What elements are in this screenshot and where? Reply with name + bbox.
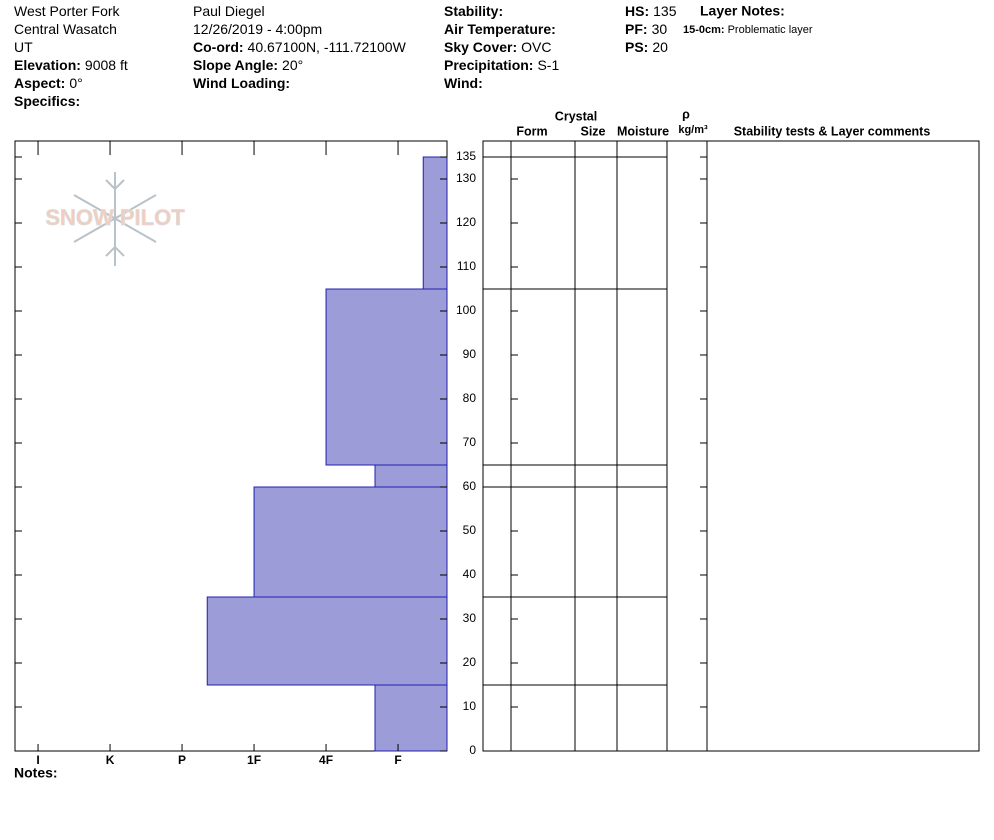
- header-field: Wind Loading:: [193, 75, 290, 91]
- header-field: Central Wasatch: [14, 21, 117, 37]
- field-value: 9008 ft: [85, 57, 128, 73]
- field-value: 135: [653, 3, 677, 19]
- x-tick-label: 4F: [319, 753, 333, 767]
- hardness-bar: [206, 596, 448, 686]
- col-header: ρ: [682, 107, 690, 121]
- field-label: Wind:: [444, 75, 483, 91]
- field-label: Precipitation:: [444, 57, 533, 73]
- field-label: Air Temperature:: [444, 21, 556, 37]
- header-field: Stability:: [444, 3, 503, 19]
- field-label: Slope Angle:: [193, 57, 278, 73]
- y-tick-label: 70: [463, 435, 477, 449]
- field-value: 40.67100N, -111.72100W: [248, 39, 407, 55]
- y-tick-label: 20: [463, 655, 477, 669]
- layer-notes-title: Layer Notes:: [700, 3, 785, 19]
- header-field: Slope Angle: 20°: [193, 57, 303, 73]
- field-value: S-1: [537, 57, 559, 73]
- x-tick-label: P: [178, 753, 186, 767]
- field-label: Wind Loading:: [193, 75, 290, 91]
- col-header: Size: [580, 124, 605, 138]
- note-range: 15-0cm:: [683, 24, 725, 36]
- y-tick-label: 0: [469, 743, 476, 757]
- header-field: Sky Cover: OVC: [444, 39, 552, 55]
- hardness-bar: [253, 486, 448, 598]
- y-tick-label: 80: [463, 391, 477, 405]
- y-tick-label: 50: [463, 523, 477, 537]
- header-field: Air Temperature:: [444, 21, 556, 37]
- field-value: 20°: [282, 57, 303, 73]
- field-value: OVC: [521, 39, 551, 55]
- field-value: Paul Diegel: [193, 3, 265, 19]
- field-value: West Porter Fork: [14, 3, 121, 19]
- notes-label: Notes:: [14, 765, 58, 781]
- y-tick-label: 100: [456, 303, 476, 317]
- y-tick-label: 90: [463, 347, 477, 361]
- table-frame: [482, 140, 980, 752]
- header-field: Precipitation: S-1: [444, 57, 559, 73]
- header-field: West Porter Fork: [14, 3, 121, 19]
- note-text: Problematic layer: [728, 24, 813, 36]
- header-field: 12/26/2019 - 4:00pm: [193, 21, 322, 37]
- x-tick-label: F: [394, 753, 401, 767]
- field-label: PF:: [625, 21, 648, 37]
- field-value: 20: [652, 39, 668, 55]
- y-tick-label: 40: [463, 567, 477, 581]
- header-field: Specifics:: [14, 93, 80, 109]
- y-tick-label: 130: [456, 171, 476, 185]
- field-value: Central Wasatch: [14, 21, 117, 37]
- col-header: Moisture: [617, 124, 669, 138]
- y-tick-label: 10: [463, 699, 477, 713]
- header-field: Co-ord: 40.67100N, -111.72100W: [193, 39, 407, 55]
- header-field: Paul Diegel: [193, 3, 265, 19]
- y-tick-label: 135: [456, 149, 476, 163]
- field-label: Stability:: [444, 3, 503, 19]
- table-columns: [510, 141, 708, 751]
- y-tick-label: 120: [456, 215, 476, 229]
- field-value: 0°: [69, 75, 82, 91]
- field-value: 30: [652, 21, 668, 37]
- header-field: HS: 135: [625, 3, 677, 19]
- header-field: Wind:: [444, 75, 483, 91]
- hardness-bar: [374, 684, 448, 752]
- header-field: UT: [14, 39, 33, 55]
- logo-text: SNOW PILOT: [45, 205, 185, 230]
- field-label: Specifics:: [14, 93, 80, 109]
- header-field: Elevation: 9008 ft: [14, 57, 128, 73]
- hardness-bar: [325, 288, 448, 466]
- x-tick-label: K: [106, 753, 115, 767]
- col-header: Stability tests & Layer comments: [734, 124, 931, 138]
- field-label: Co-ord:: [193, 39, 244, 55]
- y-tick-label: 60: [463, 479, 477, 493]
- col-header: Form: [516, 124, 547, 138]
- col-header: Crystal: [555, 109, 597, 123]
- logo: [73, 172, 157, 266]
- x-tick-label: I: [36, 753, 39, 767]
- header-field: PF: 30: [625, 21, 667, 37]
- field-value: 12/26/2019 - 4:00pm: [193, 21, 322, 37]
- field-label: HS:: [625, 3, 649, 19]
- col-header: kg/m³: [678, 124, 708, 136]
- field-label: Sky Cover:: [444, 39, 517, 55]
- x-tick-label: 1F: [247, 753, 261, 767]
- field-label: Elevation:: [14, 57, 81, 73]
- layer-note: 15-0cm: Problematic layer: [683, 24, 813, 36]
- y-tick-label: 110: [457, 259, 476, 273]
- header-field: PS: 20: [625, 39, 668, 55]
- header-field: Aspect: 0°: [14, 75, 83, 91]
- y-tick-label: 30: [463, 611, 477, 625]
- hardness-bar: [374, 464, 448, 488]
- field-value: UT: [14, 39, 33, 55]
- field-label: Aspect:: [14, 75, 65, 91]
- field-label: PS:: [625, 39, 648, 55]
